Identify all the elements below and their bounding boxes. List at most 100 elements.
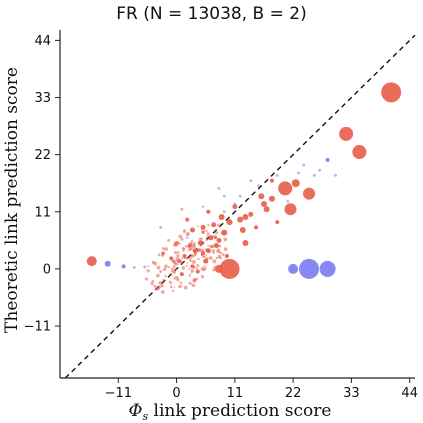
blue-data-point <box>325 157 330 162</box>
red-data-point <box>201 251 206 256</box>
x-axis-label-phi: Φ <box>129 401 143 421</box>
blue-data-point <box>318 168 322 172</box>
red-data-point <box>189 259 192 263</box>
chart-title: FR (N = 13038, B = 2) <box>116 4 306 24</box>
red-data-point <box>182 247 186 251</box>
red-data-point <box>213 266 215 269</box>
red-data-point <box>213 235 218 240</box>
blue-data-point <box>299 258 320 279</box>
x-axis-label-subscript: s <box>142 410 148 423</box>
red-data-point <box>190 269 195 273</box>
red-data-point <box>167 238 171 242</box>
red-data-point <box>206 236 208 239</box>
red-data-point <box>258 193 265 200</box>
red-data-point <box>191 243 196 248</box>
red-data-point <box>188 256 192 260</box>
blue-data-point <box>217 186 221 190</box>
red-data-point <box>189 227 195 233</box>
red-data-point <box>188 274 191 277</box>
red-data-point <box>217 223 221 227</box>
y-tick-label: 0 <box>43 262 51 277</box>
blue-data-point <box>334 173 338 177</box>
y-tick-label: −11 <box>24 320 51 335</box>
red-data-point <box>179 242 181 245</box>
red-data-point <box>168 280 172 284</box>
red-data-point <box>176 251 180 254</box>
red-data-point <box>188 268 191 271</box>
red-data-point <box>278 181 293 196</box>
red-data-point <box>203 265 206 268</box>
red-data-point <box>185 217 190 222</box>
y-axis-ticks: −11 0 11 22 33 44 <box>24 34 60 335</box>
red-data-point <box>210 244 215 249</box>
red-data-point <box>211 249 215 253</box>
red-data-point <box>164 247 168 251</box>
red-data-point <box>197 247 202 252</box>
y-axis-label: Theoretic link prediction score <box>2 67 22 333</box>
red-data-point <box>169 285 173 289</box>
red-data-point <box>263 206 270 213</box>
blue-data-point <box>201 205 205 208</box>
red-data-point <box>173 251 177 255</box>
red-data-point <box>200 274 205 279</box>
red-data-point <box>205 248 211 254</box>
red-data-point <box>208 235 214 241</box>
red-data-point <box>179 272 184 277</box>
x-tick-label: −11 <box>105 386 132 401</box>
red-data-point <box>207 244 210 247</box>
red-data-point <box>201 229 206 234</box>
x-axis-label: Φs link prediction score <box>129 401 332 423</box>
blue-data-point <box>257 184 261 188</box>
red-data-point <box>181 257 184 260</box>
red-data-point <box>224 253 229 258</box>
red-data-point <box>207 224 210 227</box>
red-data-point <box>170 270 173 273</box>
red-data-point <box>156 265 161 270</box>
red-data-point <box>150 282 154 286</box>
red-data-point <box>164 275 167 278</box>
red-data-point <box>173 260 177 265</box>
x-tick-label: 22 <box>285 386 302 401</box>
red-data-point <box>242 213 249 220</box>
red-data-point <box>198 237 203 242</box>
blue-data-point <box>312 173 316 177</box>
red-data-point <box>185 264 188 267</box>
red-data-point <box>219 251 222 255</box>
red-data-point <box>203 258 209 264</box>
red-data-point <box>159 270 163 274</box>
blue-data-point <box>104 260 111 267</box>
red-data-point <box>157 253 161 257</box>
red-data-point <box>161 247 165 251</box>
red-data-point <box>180 237 184 241</box>
red-data-point <box>197 257 200 261</box>
red-data-point <box>218 244 222 248</box>
red-data-point <box>212 259 217 264</box>
blue-data-point <box>143 265 147 269</box>
red-data-point <box>237 216 244 223</box>
red-data-point <box>191 259 196 264</box>
red-data-point <box>162 278 165 282</box>
red-data-point <box>197 225 200 228</box>
red-data-point <box>232 204 238 210</box>
red-data-point <box>206 232 210 236</box>
x-tick-label: 33 <box>343 386 360 401</box>
red-data-point <box>188 281 192 285</box>
y-tick-label: 33 <box>34 91 51 106</box>
red-data-point <box>175 275 179 280</box>
reference-diagonal-line <box>64 34 416 379</box>
blue-data-point <box>233 202 237 206</box>
red-data-point <box>381 82 402 103</box>
x-axis-label-text: link prediction score <box>148 401 331 421</box>
red-data-point <box>176 263 179 266</box>
red-data-point <box>223 237 228 242</box>
red-data-point <box>248 211 254 217</box>
red-data-point <box>169 256 174 261</box>
red-data-point <box>153 284 157 288</box>
red-data-point <box>239 226 246 233</box>
red-data-point <box>159 225 163 229</box>
red-data-point <box>190 264 195 269</box>
red-data-point <box>212 268 216 272</box>
red-data-point <box>221 253 225 257</box>
red-data-point <box>186 262 189 264</box>
